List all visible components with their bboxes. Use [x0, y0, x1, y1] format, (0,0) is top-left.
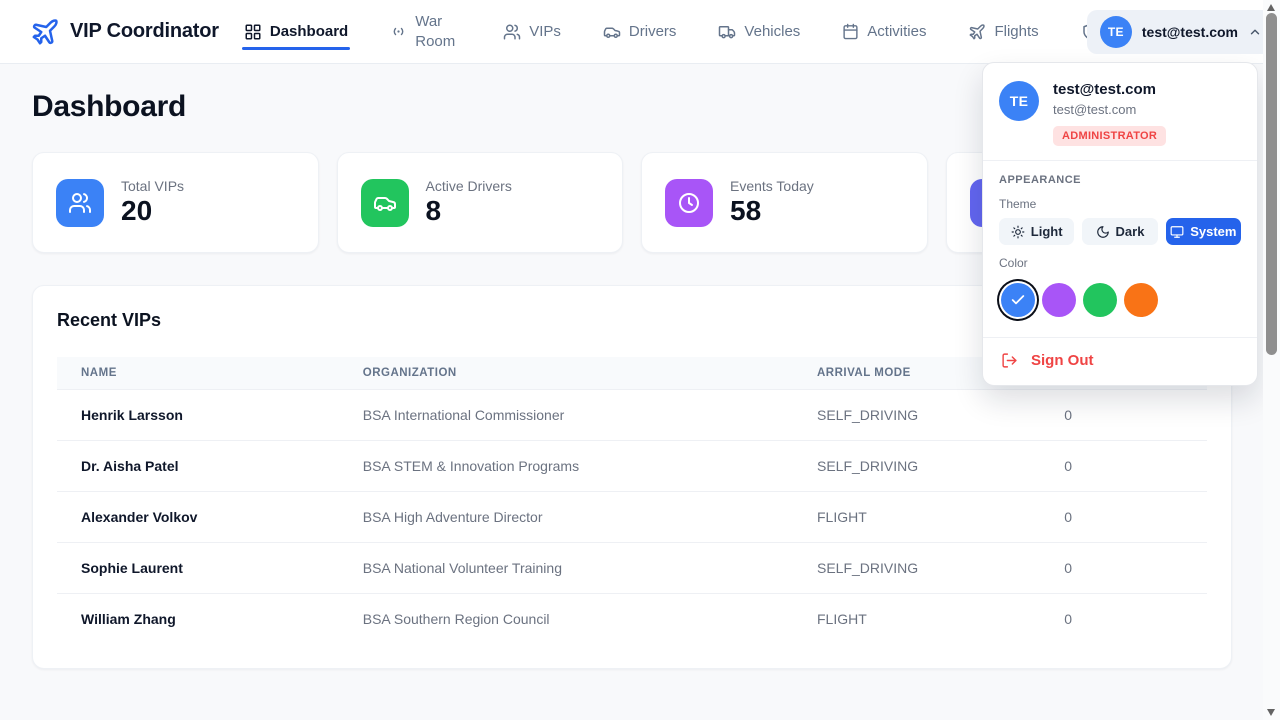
vip-arrival-mode: FLIGHT: [793, 593, 1041, 644]
vip-events: 0: [1040, 542, 1207, 594]
table-row[interactable]: Sophie Laurent BSA National Volunteer Tr…: [57, 542, 1207, 594]
column-header-organization: ORGANIZATION: [338, 357, 793, 390]
user-email: test@test.com: [1141, 24, 1238, 40]
stat-value: 20: [121, 195, 153, 226]
stat-card-total-vips: Total VIPs 20: [32, 152, 319, 253]
vip-name: Dr. Aisha Patel: [57, 440, 339, 492]
column-header-name: NAME: [57, 357, 339, 390]
vip-events: 0: [1040, 491, 1207, 543]
scrollbar-thumb[interactable]: [1266, 13, 1277, 355]
sign-out-label: Sign Out: [1031, 352, 1094, 369]
moon-icon: [1096, 225, 1110, 239]
color-swatch-orange[interactable]: [1124, 283, 1158, 317]
theme-selector: Light Dark System: [999, 218, 1241, 245]
nav-item-drivers[interactable]: Drivers: [603, 0, 676, 64]
stat-label: Events Today: [730, 178, 814, 194]
stat-card-events-today: Events Today 58: [641, 152, 928, 253]
vip-organization: BSA National Volunteer Training: [338, 542, 793, 594]
vip-arrival-mode: SELF_DRIVING: [793, 440, 1041, 492]
check-icon: [1010, 292, 1026, 308]
color-swatch-green[interactable]: [1083, 283, 1117, 317]
vip-organization: BSA International Commissioner: [338, 389, 793, 441]
appearance-section: APPEARANCE Theme Light Dark System: [983, 161, 1257, 337]
vip-events: 0: [1040, 440, 1207, 492]
table-row[interactable]: William Zhang BSA Southern Region Counci…: [57, 593, 1207, 644]
theme-system-button[interactable]: System: [1165, 218, 1241, 245]
sun-icon: [1011, 225, 1025, 239]
color-swatch-purple[interactable]: [1042, 283, 1076, 317]
user-email: test@test.com: [1053, 102, 1137, 117]
user-menu-trigger[interactable]: TE test@test.com: [1086, 10, 1275, 54]
color-label: Color: [999, 256, 1028, 270]
nav-item-vehicles[interactable]: Vehicles: [718, 0, 800, 64]
users-icon: [56, 178, 104, 227]
vip-organization: BSA High Adventure Director: [338, 491, 793, 543]
vip-arrival-mode: SELF_DRIVING: [793, 389, 1041, 441]
page-title: Dashboard: [32, 90, 186, 123]
logout-icon: [1001, 352, 1018, 369]
car-icon: [603, 23, 621, 41]
vip-name: Henrik Larsson: [57, 389, 339, 441]
divider: [983, 160, 1257, 161]
app-brand[interactable]: VIP Coordinator: [30, 17, 219, 47]
stat-label: Active Drivers: [425, 178, 512, 194]
stat-card-active-drivers: Active Drivers 8: [336, 152, 623, 253]
table-row[interactable]: Dr. Aisha Patel BSA STEM & Innovation Pr…: [57, 440, 1207, 492]
vip-events: 0: [1040, 389, 1207, 441]
airplane-logo-icon: [30, 17, 60, 47]
scroll-down-arrow-icon[interactable]: [1267, 709, 1275, 716]
vip-arrival-mode: SELF_DRIVING: [793, 542, 1041, 594]
calendar-icon: [842, 23, 859, 40]
table-row[interactable]: Henrik Larsson BSA International Commiss…: [57, 389, 1207, 441]
nav-item-flights[interactable]: Flights: [968, 0, 1039, 64]
plane-icon: [968, 23, 986, 41]
scroll-up-arrow-icon[interactable]: [1267, 4, 1275, 11]
monitor-icon: [1170, 225, 1184, 239]
table-row[interactable]: Alexander Volkov BSA High Adventure Dire…: [57, 491, 1207, 543]
appearance-label: APPEARANCE: [999, 174, 1082, 186]
theme-dark-button[interactable]: Dark: [1082, 218, 1158, 245]
broadcast-icon: [390, 23, 407, 40]
vip-organization: BSA STEM & Innovation Programs: [338, 440, 793, 492]
nav-item-activities[interactable]: Activities: [842, 0, 926, 64]
theme-light-button[interactable]: Light: [999, 218, 1075, 245]
vip-name: William Zhang: [57, 593, 339, 644]
clock-icon: [665, 178, 713, 227]
role-badge: ADMINISTRATOR: [1053, 126, 1167, 146]
avatar: TE: [1099, 16, 1132, 48]
vip-arrival-mode: FLIGHT: [793, 491, 1041, 543]
main-content: Dashboard Total VIPs 20 Active Drivers 8: [0, 64, 1263, 669]
vip-name: Sophie Laurent: [57, 542, 339, 594]
theme-label: Theme: [999, 197, 1037, 211]
stat-value: 8: [425, 195, 442, 226]
stat-value: 58: [730, 195, 762, 226]
main-nav: Dashboard War Room VIPs Drivers Vehicles: [241, 0, 1149, 64]
car-icon: [360, 178, 409, 227]
recent-vips-card: Recent VIPs NAME ORGANIZATION ARRIVAL MO…: [32, 285, 1232, 669]
truck-icon: [718, 23, 736, 41]
color-selector: [999, 279, 1241, 321]
users-icon: [503, 23, 521, 41]
top-navbar: VIP Coordinator Dashboard War Room VIPs …: [0, 0, 1263, 64]
app-title: VIP Coordinator: [70, 20, 219, 42]
color-swatch-blue[interactable]: [1001, 283, 1035, 317]
nav-item-dashboard[interactable]: Dashboard: [241, 0, 351, 64]
recent-vips-table: NAME ORGANIZATION ARRIVAL MODE EVENTS He…: [57, 357, 1207, 644]
grid-icon: [244, 23, 262, 41]
nav-item-war-room[interactable]: War Room: [390, 0, 461, 64]
stat-label: Total VIPs: [121, 178, 185, 194]
vertical-scrollbar[interactable]: [1263, 0, 1280, 720]
user-info-section: TE test@test.com test@test.com ADMINISTR…: [983, 63, 1257, 160]
user-display-name: test@test.com: [1053, 81, 1156, 98]
vip-events: 0: [1040, 593, 1207, 644]
chevron-up-icon: [1248, 25, 1262, 39]
nav-item-vips[interactable]: VIPs: [503, 0, 561, 64]
user-dropdown-menu: TE test@test.com test@test.com ADMINISTR…: [982, 62, 1258, 386]
divider: [983, 337, 1257, 338]
sign-out-button[interactable]: Sign Out: [983, 338, 1257, 385]
vip-name: Alexander Volkov: [57, 491, 339, 543]
avatar: TE: [999, 81, 1039, 121]
vip-organization: BSA Southern Region Council: [338, 593, 793, 644]
recent-vips-title: Recent VIPs: [57, 310, 162, 330]
